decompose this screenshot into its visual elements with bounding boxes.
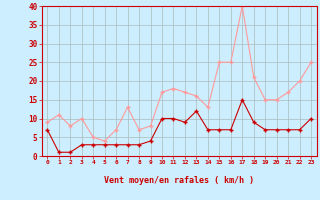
- X-axis label: Vent moyen/en rafales ( km/h ): Vent moyen/en rafales ( km/h ): [104, 176, 254, 185]
